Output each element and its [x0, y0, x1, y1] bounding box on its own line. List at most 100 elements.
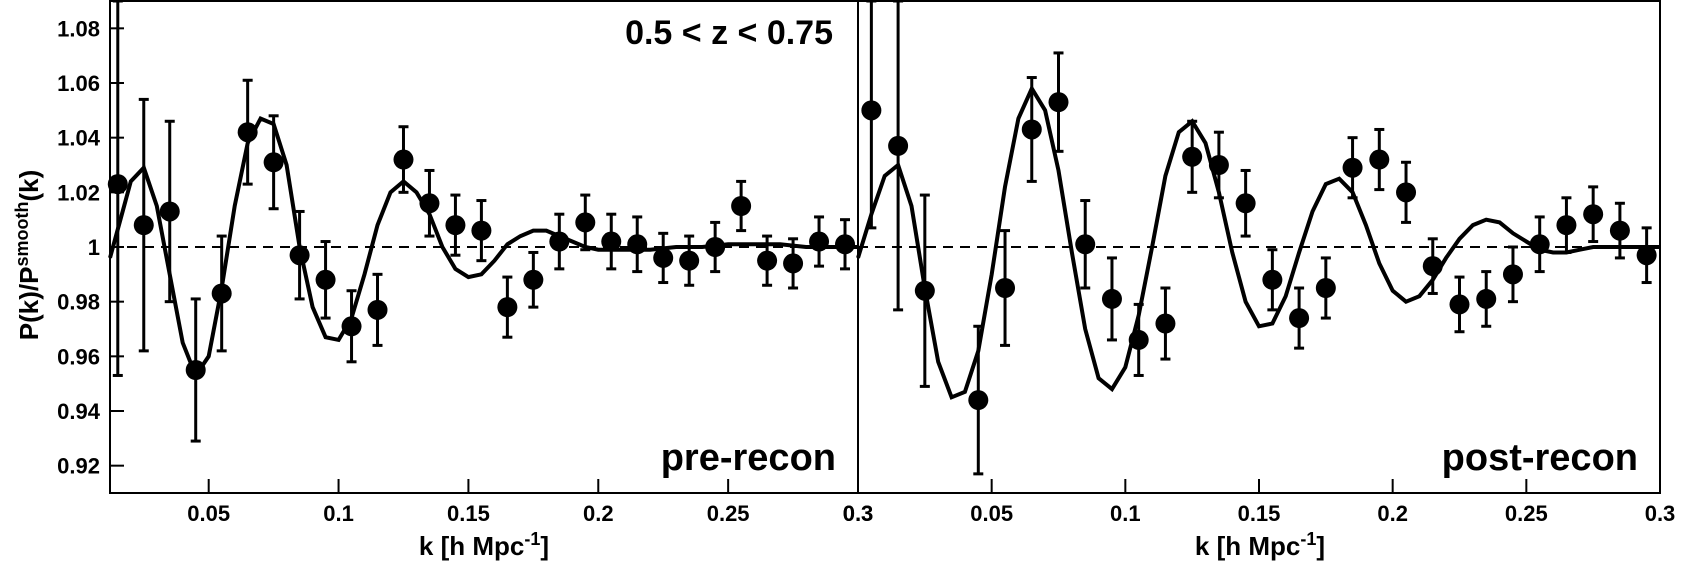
- data-point: [497, 297, 518, 318]
- data-point: [861, 100, 882, 121]
- x-tick-label: 0.15: [447, 501, 490, 526]
- data-point: [1315, 278, 1336, 298]
- data-point: [1289, 308, 1310, 329]
- y-tick-label: 0.94: [57, 399, 101, 424]
- data-point: [888, 135, 909, 156]
- data-point: [289, 245, 310, 266]
- data-point: [1262, 269, 1283, 290]
- data-point: [367, 299, 388, 320]
- data-point: [968, 390, 989, 411]
- x-tick-label: 0.2: [1377, 501, 1408, 526]
- post-recon-x-axis-ticks: 0.3 0.05 0.1 0.15 0.2 0.25 0.3: [843, 479, 1676, 526]
- data-point: [237, 122, 258, 143]
- data-point: [393, 149, 414, 170]
- data-point: [679, 250, 700, 271]
- data-point: [731, 196, 752, 216]
- data-point: [315, 269, 336, 290]
- data-point: [1449, 294, 1470, 315]
- x-tick-label: 0.1: [1110, 501, 1141, 526]
- y-axis-ticks: 0.92 0.94 0.96 0.98 1 1.02 1.04 1.06 1.08: [57, 16, 124, 479]
- data-point: [211, 283, 232, 304]
- x-tick-label: 0.05: [970, 501, 1013, 526]
- data-point: [835, 234, 856, 255]
- data-point: [783, 253, 804, 274]
- data-point: [341, 316, 362, 337]
- x-tick-label: 0.3: [843, 501, 874, 526]
- data-point: [1235, 193, 1256, 214]
- data-point: [1128, 329, 1149, 350]
- post-recon-label: post-recon: [1442, 437, 1638, 479]
- data-point: [263, 152, 284, 173]
- y-axis-title-tail: (k): [14, 170, 44, 202]
- data-point: [1476, 288, 1497, 309]
- data-point: [1636, 245, 1657, 266]
- x-tick-label: 0.3: [1645, 501, 1676, 526]
- y-tick-label: 1.04: [57, 126, 101, 151]
- y-tick-label: 0.92: [57, 454, 100, 479]
- data-point: [995, 278, 1016, 298]
- y-tick-label: 1.06: [57, 71, 100, 96]
- data-point: [1048, 92, 1069, 113]
- x-tick-label: 0.25: [1505, 501, 1548, 526]
- x-tick-label: 0.25: [707, 501, 750, 526]
- svg-text:P(k)/Psmooth(k): P(k)/Psmooth(k): [12, 170, 44, 340]
- x-tick-label: 0.05: [187, 501, 230, 526]
- y-axis-title-superscript: smooth: [12, 202, 32, 267]
- data-point: [757, 250, 778, 271]
- data-point: [1342, 157, 1363, 178]
- data-point: [1422, 256, 1443, 277]
- pre-recon-x-axis-title-main: k [h Mpc: [419, 531, 524, 561]
- data-point: [627, 234, 648, 255]
- y-tick-label: 1.08: [57, 16, 100, 41]
- data-point: [133, 215, 154, 236]
- data-point: [1021, 119, 1042, 140]
- y-tick-label: 0.96: [57, 344, 100, 369]
- pre-recon-panel: 0.92 0.94 0.96 0.98 1 1.02 1.04 1.06 1.08 0.05 0.…: [57, 0, 874, 561]
- pre-recon-x-axis-title-superscript: -1: [524, 529, 540, 549]
- data-point: [1101, 288, 1122, 309]
- data-point: [914, 280, 935, 301]
- data-point: [471, 220, 492, 241]
- data-point: [809, 231, 830, 252]
- post-recon-model-curve: [856, 84, 1660, 400]
- pre-recon-data-points: [107, 0, 856, 443]
- data-point: [1182, 146, 1203, 167]
- y-tick-label: 1.02: [57, 180, 100, 205]
- data-point: [549, 231, 570, 252]
- post-recon-data-points: [861, 0, 1657, 476]
- post-recon-x-axis-title-main: k [h Mpc: [1195, 531, 1300, 561]
- data-point: [523, 269, 544, 290]
- data-point: [445, 215, 466, 236]
- y-tick-label: 0.98: [57, 290, 100, 315]
- data-point: [185, 360, 206, 380]
- post-recon-panel: 0.3 0.05 0.1 0.15 0.2 0.25 0.3 post-recon k [h…: [843, 0, 1676, 561]
- data-point: [1208, 155, 1229, 175]
- data-point: [1502, 264, 1523, 285]
- data-point: [1396, 182, 1417, 203]
- data-point: [1583, 204, 1604, 225]
- data-point: [601, 231, 622, 252]
- x-tick-label: 0.3: [843, 501, 874, 526]
- data-point: [575, 212, 596, 233]
- x-tick-label: 0.1: [323, 501, 354, 526]
- y-axis-title: P(k)/Psmooth(k): [12, 170, 44, 340]
- post-recon-x-axis-title-tail: ]: [1316, 531, 1325, 561]
- redshift-label: 0.5 < z < 0.75: [625, 14, 833, 52]
- data-point: [653, 247, 674, 268]
- data-point: [1075, 234, 1096, 255]
- y-axis-title-main: P(k)/P: [14, 267, 44, 341]
- pre-recon-model-curve: [108, 115, 858, 380]
- data-point: [705, 237, 726, 257]
- pre-recon-label: pre-recon: [661, 437, 836, 479]
- data-point: [1556, 215, 1577, 236]
- data-point: [1529, 234, 1550, 255]
- data-point: [1609, 220, 1630, 241]
- x-tick-label: 0.15: [1238, 501, 1281, 526]
- data-point: [159, 201, 180, 222]
- data-point: [107, 174, 128, 195]
- y-tick-label: 1: [88, 235, 100, 260]
- post-recon-x-axis-title: k [h Mpc-1]: [1195, 529, 1325, 561]
- pre-recon-x-axis-title: k [h Mpc-1]: [419, 529, 549, 561]
- x-tick-label: 0.2: [583, 501, 614, 526]
